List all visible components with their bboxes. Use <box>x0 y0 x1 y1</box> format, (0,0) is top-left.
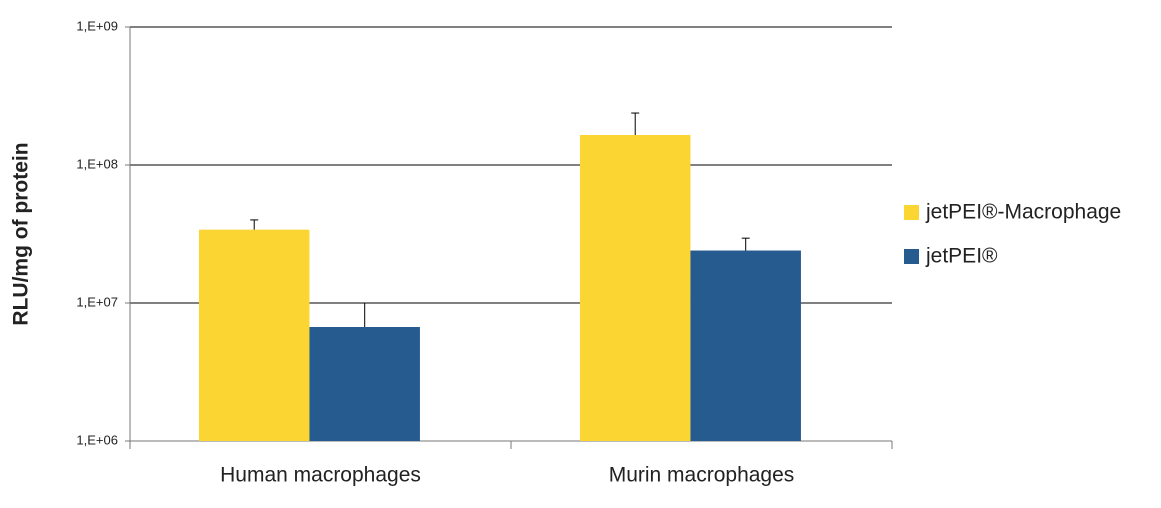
legend-swatch <box>904 249 919 264</box>
bar <box>198 229 310 441</box>
legend-swatch <box>904 205 919 220</box>
x-tick-label: Murin macrophages <box>609 464 795 487</box>
x-tick-label: Human macrophages <box>220 464 421 487</box>
legend-label: jetPEI® <box>925 245 998 268</box>
bar <box>690 250 801 441</box>
y-tick-label: 1,E+09 <box>76 18 118 33</box>
bar <box>309 327 420 441</box>
legend-label: jetPEI®-Macrophage <box>925 201 1121 224</box>
y-tick-label: 1,E+08 <box>76 156 118 171</box>
bar <box>579 134 691 441</box>
y-tick-label: 1,E+07 <box>76 294 118 309</box>
y-axis-title: RLU/mg of protein <box>10 142 33 325</box>
y-tick-label: 1,E+06 <box>76 432 118 447</box>
